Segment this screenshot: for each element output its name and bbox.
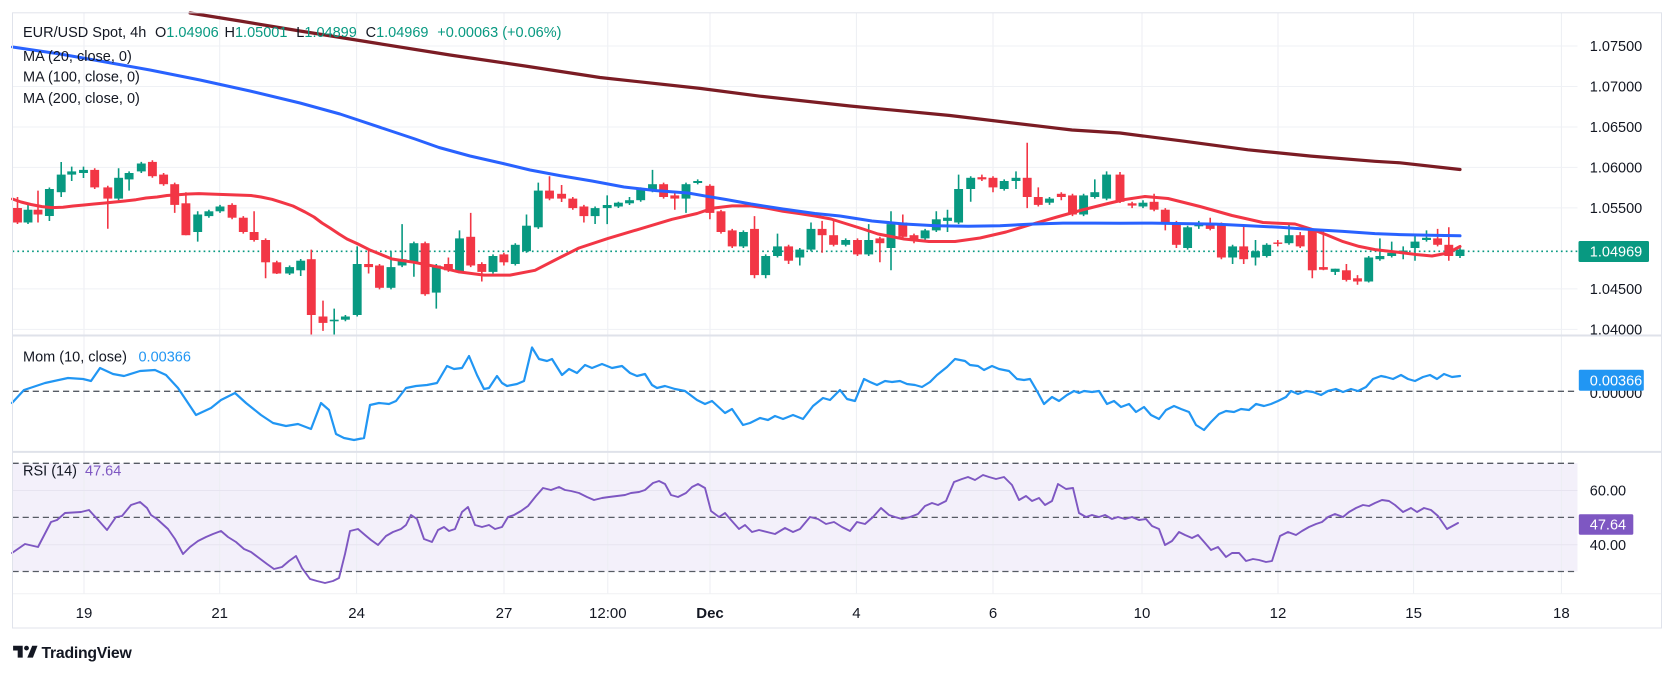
svg-text:MA (20, close, 0): MA (20, close, 0): [23, 49, 132, 65]
svg-text:MA (200, close, 0): MA (200, close, 0): [23, 91, 140, 107]
svg-text:Dec: Dec: [696, 605, 724, 622]
svg-text:4: 4: [852, 605, 860, 622]
svg-text:EUR/USD Spot, 4h: EUR/USD Spot, 4h: [23, 25, 146, 41]
svg-text:47.64: 47.64: [1590, 518, 1626, 534]
svg-text:12:00: 12:00: [589, 605, 627, 622]
svg-text:21: 21: [211, 605, 228, 622]
svg-text:0.00366: 0.00366: [1590, 373, 1642, 389]
svg-text:1.05500: 1.05500: [1590, 201, 1642, 217]
svg-text:60.00: 60.00: [1590, 484, 1626, 500]
svg-text:15: 15: [1405, 605, 1422, 622]
svg-text:6: 6: [989, 605, 997, 622]
svg-text:1.07500: 1.07500: [1590, 39, 1642, 55]
svg-text:10: 10: [1134, 605, 1151, 622]
svg-text:1.06000: 1.06000: [1590, 161, 1642, 177]
svg-text:40.00: 40.00: [1590, 538, 1626, 554]
svg-text:19: 19: [76, 605, 93, 622]
svg-text:1.04500: 1.04500: [1590, 282, 1642, 298]
svg-text:1.04969: 1.04969: [1590, 245, 1642, 261]
svg-text:Mom (10, close) 0.00366: Mom (10, close) 0.00366: [23, 349, 191, 365]
svg-text:1.06500: 1.06500: [1590, 120, 1642, 136]
svg-text:1.07000: 1.07000: [1590, 80, 1642, 96]
svg-text:1.04000: 1.04000: [1590, 323, 1642, 339]
svg-text:24: 24: [348, 605, 365, 622]
svg-text:MA (100, close, 0): MA (100, close, 0): [23, 70, 140, 86]
svg-text:12: 12: [1270, 605, 1287, 622]
svg-text:TradingView: TradingView: [42, 645, 133, 662]
svg-text:27: 27: [496, 605, 513, 622]
svg-text:18: 18: [1553, 605, 1570, 622]
svg-text:RSI (14) 47.64: RSI (14) 47.64: [23, 463, 121, 479]
